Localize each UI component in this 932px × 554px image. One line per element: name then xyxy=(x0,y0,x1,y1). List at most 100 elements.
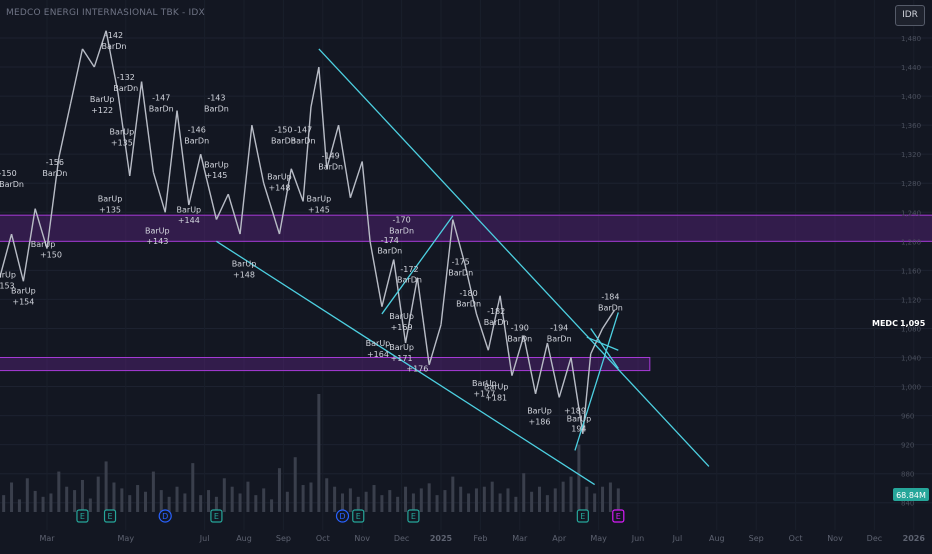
x-tick-label: Oct xyxy=(789,534,803,543)
price-segment xyxy=(381,259,395,307)
annotation-label: -146 xyxy=(188,125,206,134)
x-tick-label: 2025 xyxy=(430,534,453,543)
volume-bar xyxy=(601,486,605,512)
x-tick-label: Aug xyxy=(709,534,725,543)
annotation-label: BarUp xyxy=(389,343,414,352)
x-tick-label: May xyxy=(590,534,607,543)
annotation-label: +150 xyxy=(40,250,62,259)
volume-bar xyxy=(348,488,352,512)
event-marker-earnings xyxy=(612,509,625,523)
annotation-label: +143 xyxy=(146,237,168,246)
annotation-label: -180 xyxy=(460,289,478,298)
annotation-label: +153 xyxy=(0,282,15,291)
volume-bar xyxy=(159,490,163,512)
volume-bar xyxy=(167,496,171,512)
volume-bar xyxy=(80,479,84,512)
volume-bar xyxy=(144,491,147,512)
x-tick-label: Dec xyxy=(867,534,882,543)
annotation-label: -150 xyxy=(274,125,292,134)
y-axis: 1,480 1,440 1,400 1,360 1,320 1,280 1,240 1,200… xyxy=(901,35,921,508)
y-tick-label: 920 xyxy=(901,442,914,450)
annotation-label: BarUp xyxy=(0,271,16,280)
y-tick-label: 840 xyxy=(901,500,914,508)
volume-bar xyxy=(65,486,69,512)
event-marker-earnings xyxy=(210,509,223,523)
price-segment xyxy=(337,125,352,198)
annotation-label: BarDn xyxy=(204,104,229,113)
volume-bar xyxy=(616,488,620,512)
volume-bar xyxy=(285,491,289,512)
event-marker-label: E xyxy=(80,512,85,521)
price-segment xyxy=(361,161,371,242)
price-segment xyxy=(452,219,466,264)
volume-bar xyxy=(388,490,392,512)
price-segment xyxy=(393,259,407,344)
annotation-label: +181 xyxy=(485,393,507,402)
price-segment xyxy=(404,277,419,344)
annotation-label: BarUp xyxy=(366,339,391,348)
price-segment xyxy=(81,48,95,68)
y-tick-label: 880 xyxy=(901,471,914,479)
annotation-label: BarDn xyxy=(397,276,422,285)
price-segment xyxy=(440,219,454,325)
volume-bar xyxy=(506,488,510,512)
volume-bar xyxy=(522,473,526,512)
volume-bar xyxy=(262,488,266,512)
x-axis: Mar May Jul Aug Sep Oct Nov Dec 2025 Feb Mar Apr May… xyxy=(39,534,925,543)
annotation-label: BarUp xyxy=(389,312,414,321)
price-segment xyxy=(416,277,430,365)
volume-bar xyxy=(2,495,6,512)
volume-bar xyxy=(293,457,297,512)
volume-bar xyxy=(199,495,203,512)
annotation-label: BarDn xyxy=(0,180,24,189)
event-marker-label: D xyxy=(162,512,168,521)
volume-bar xyxy=(435,495,439,512)
annotation-label: BarDn xyxy=(507,335,532,344)
x-tick-label: Mar xyxy=(39,534,55,543)
annotation-label: +135 xyxy=(99,205,121,214)
event-marker-label: E xyxy=(214,512,219,521)
volume-bar xyxy=(411,493,415,512)
volume-bar xyxy=(451,476,455,512)
annotation-label: +145 xyxy=(308,205,330,214)
annotation-label: BarUp xyxy=(567,414,592,423)
annotation-label: +177 xyxy=(473,390,495,399)
annotation-label: BarUp xyxy=(177,205,202,214)
zone-box xyxy=(0,214,932,242)
volume-bar xyxy=(128,495,132,512)
price-segment xyxy=(10,233,25,282)
price-segment xyxy=(199,154,218,220)
price-segment xyxy=(117,92,131,177)
annotation-label: BarUp xyxy=(90,95,115,104)
annotation-label: +154 xyxy=(12,297,34,306)
x-tick-label: Jul xyxy=(199,534,210,543)
volume-bar xyxy=(538,486,541,512)
x-tick-label: Sep xyxy=(749,534,764,543)
annotation-label: BarDn xyxy=(448,268,473,277)
price-segment xyxy=(188,154,202,206)
volume-bar xyxy=(301,485,305,512)
y-tick-label: 1,440 xyxy=(901,64,921,72)
annotation-label: +176 xyxy=(406,364,428,373)
x-tick-label: Jun xyxy=(631,534,645,543)
annotation-label: BarUp xyxy=(145,226,170,235)
price-tag-symbol: MEDC xyxy=(872,319,898,328)
volume-bar xyxy=(10,482,14,512)
volume-bar xyxy=(309,482,313,512)
price-segment xyxy=(152,172,166,213)
y-tick-label: 1,000 xyxy=(901,384,921,392)
annotation-label: -170 xyxy=(393,215,411,224)
currency-button[interactable]: IDR xyxy=(895,5,925,26)
volume-tag-box xyxy=(893,488,929,501)
event-marker-earnings xyxy=(576,509,589,523)
volume-bar xyxy=(136,485,140,512)
annotation-label: BarDn xyxy=(184,136,209,145)
x-tick-label: Jul xyxy=(672,534,683,543)
volume-bar xyxy=(443,490,447,512)
annotation-label: -147 xyxy=(152,93,170,102)
x-tick-label: Feb xyxy=(473,534,487,543)
zone-box xyxy=(0,357,651,372)
volume-bar xyxy=(396,496,400,512)
